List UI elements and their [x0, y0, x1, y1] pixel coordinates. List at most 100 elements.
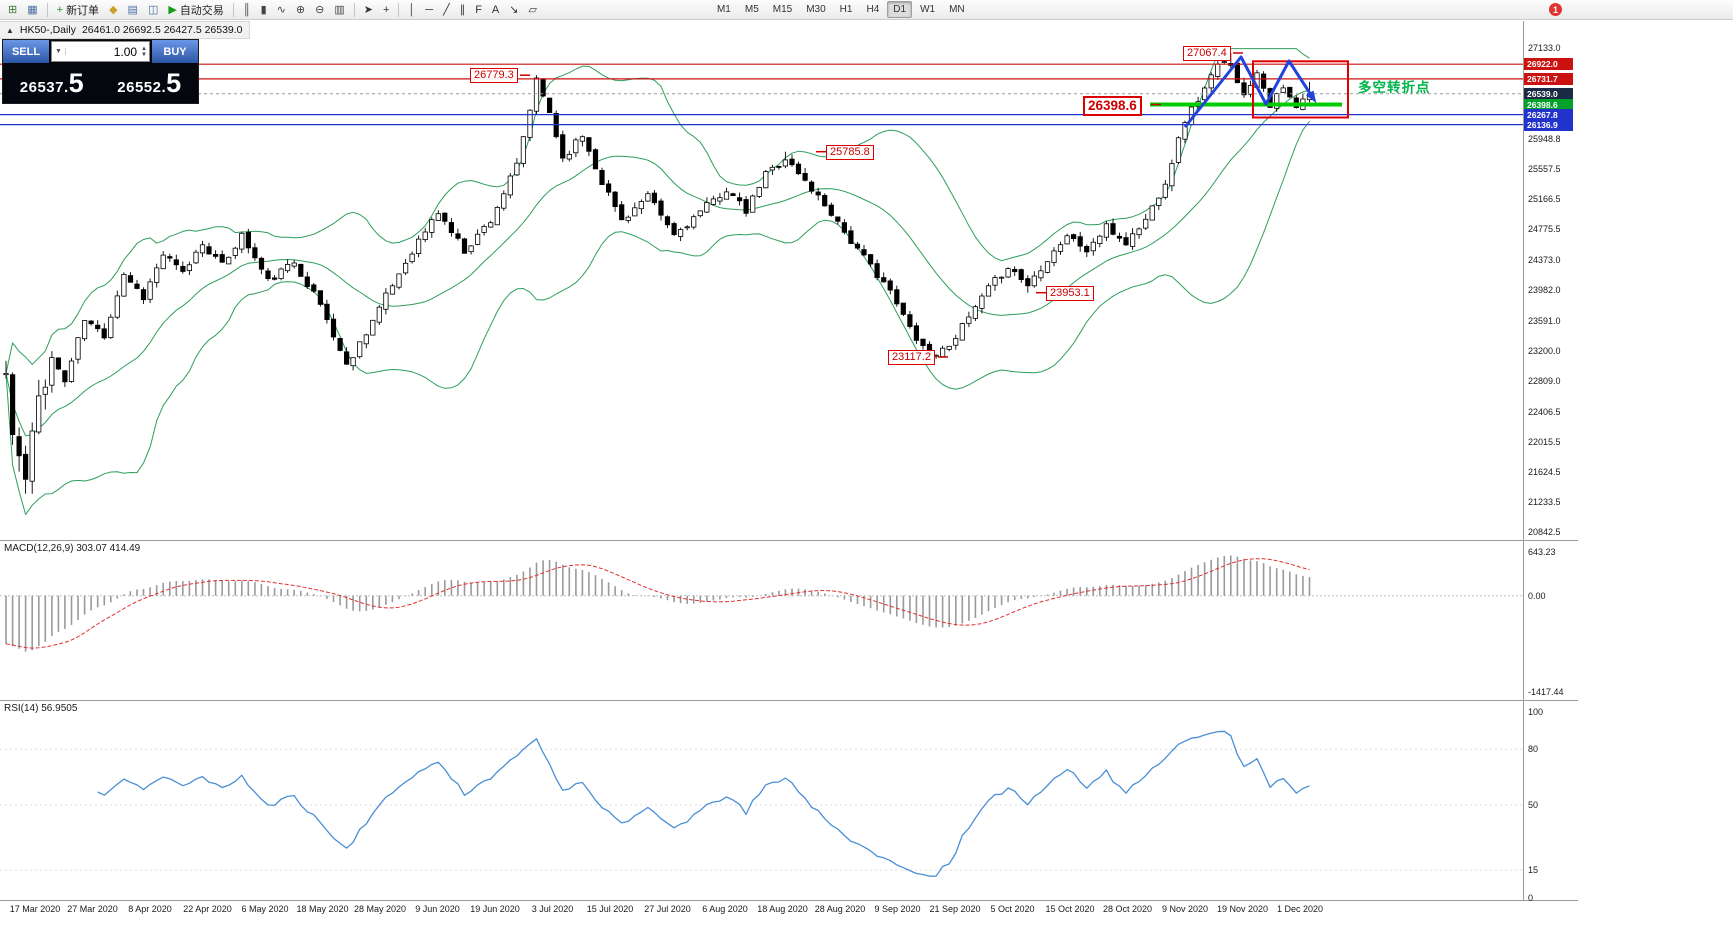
price-callout[interactable]: 25785.8 [826, 144, 874, 160]
date-axis-label[interactable]: 3 Jul 2020 [531, 904, 574, 914]
price-callout[interactable]: 27067.4 [1183, 46, 1231, 62]
date-axis-label[interactable]: 27 Jul 2020 [644, 904, 691, 914]
date-axis-label[interactable]: 9 Sep 2020 [874, 904, 921, 914]
candlestick-chart-icon[interactable]: ▮ [257, 0, 271, 19]
new-order-button-label: 新订单 [66, 4, 100, 17]
cursor-icon-glyph: ➤ [363, 4, 373, 16]
date-axis-label[interactable]: 18 May 2020 [296, 904, 349, 914]
toolbar-separator [398, 2, 400, 17]
market-watch-icon[interactable]: ▤ [124, 0, 142, 19]
timeframe-m5[interactable]: M5 [744, 4, 759, 15]
vertical-line-icon[interactable]: │ [404, 0, 419, 19]
text-icon[interactable]: A [488, 0, 503, 19]
rsi-axis-label: 80 [1528, 744, 1539, 755]
date-axis-label[interactable]: 28 Oct 2020 [1102, 904, 1153, 914]
chart-ohlc-strip: ▲ HK50-,Daily 26461.0 26692.5 26427.5 26… [0, 21, 250, 39]
timeframe-h4[interactable]: H4 [866, 4, 880, 15]
timeframe-d1[interactable]: D1 [887, 1, 913, 18]
fibonacci-icon-glyph: F [475, 3, 482, 16]
rsi-value: 56.9505 [41, 703, 78, 714]
tile-windows-icon-glyph: ▥ [334, 4, 345, 16]
timeframe-mn[interactable]: MN [949, 4, 965, 15]
tile-windows-icon[interactable]: ▥ [330, 0, 348, 19]
channel-icon[interactable]: ∥ [456, 0, 470, 19]
timeframe-m15[interactable]: M15 [772, 4, 793, 15]
new-order-button[interactable]: + 新订单 [53, 0, 103, 19]
vertical-line-icon-glyph: │ [408, 3, 416, 16]
buy-price-big-digit: 5 [166, 68, 182, 98]
price-callout[interactable]: 23953.1 [1046, 285, 1094, 301]
timeframe-m1[interactable]: M1 [716, 4, 731, 15]
one-click-trading-panel: SELL ▼ ▲▼ BUY 26537.5 26552.5 [2, 39, 199, 104]
price-axis-label: 27133.0 [1528, 43, 1561, 53]
sell-price-main: 26537. [19, 79, 69, 96]
date-axis-label[interactable]: 15 Jul 2020 [586, 904, 634, 914]
date-axis-label[interactable]: 15 Oct 2020 [1045, 904, 1095, 914]
date-axis-label[interactable]: 27 Mar 2020 [67, 904, 118, 914]
buy-price-main: 26552. [117, 79, 167, 96]
new-chart-icon[interactable]: ⊞ [4, 0, 21, 19]
date-axis-label[interactable]: 6 Aug 2020 [702, 904, 748, 914]
line-chart-icon[interactable]: ∿ [273, 0, 290, 19]
bar-chart-icon[interactable]: ║ [239, 0, 255, 19]
shapes-icon[interactable]: ▱ [524, 0, 540, 19]
volume-input[interactable] [65, 44, 140, 59]
date-axis-label[interactable]: 28 May 2020 [353, 904, 407, 914]
price-callout[interactable]: 26779.3 [470, 68, 518, 84]
date-axis-label[interactable]: 8 Apr 2020 [128, 904, 172, 914]
rsi-axis-label: 100 [1528, 707, 1544, 717]
buy-button[interactable]: BUY [152, 40, 198, 63]
price-callout[interactable]: 26398.6 [1083, 95, 1142, 116]
timeframe-m30[interactable]: M30 [806, 4, 826, 15]
buy-price[interactable]: 26552. 5 [101, 68, 199, 98]
horizontal-line-icon[interactable]: ─ [421, 0, 437, 19]
rsi-axis-label: 50 [1528, 800, 1539, 810]
price-callout[interactable]: 23117.2 [888, 349, 935, 365]
price-axis-label: 22015.5 [1528, 436, 1561, 447]
auto-trading-button-glyph: ▶ [168, 4, 177, 16]
crosshair-icon[interactable]: + [379, 0, 393, 19]
trendline-icon[interactable]: ╱ [439, 0, 454, 19]
toolbar-separator [46, 2, 48, 17]
cursor-icon[interactable]: ➤ [360, 0, 377, 19]
price-axis-label: 21233.5 [1528, 496, 1561, 507]
date-axis-label[interactable]: 28 Aug 2020 [814, 904, 866, 914]
timeframe-h1[interactable]: H1 [839, 4, 853, 15]
date-axis-label[interactable]: 19 Nov 2020 [1216, 904, 1269, 914]
date-axis-label[interactable]: 22 Apr 2020 [183, 904, 232, 914]
market-watch-icon-glyph: ▤ [127, 4, 138, 16]
timeframe-w1[interactable]: W1 [920, 4, 936, 15]
notification-badge[interactable]: 1 [1549, 3, 1562, 16]
zoom-out-icon-glyph: ⊖ [315, 4, 325, 16]
volume-dropdown-icon[interactable]: ▼ [52, 48, 66, 55]
fibonacci-icon[interactable]: F [471, 0, 486, 19]
date-axis-label[interactable]: 19 Jun 2020 [470, 904, 520, 914]
date-axis-label[interactable]: 9 Nov 2020 [1161, 904, 1209, 914]
navigator-icon[interactable]: ◫ [144, 0, 162, 19]
date-axis-label[interactable]: 18 Aug 2020 [757, 904, 808, 914]
arrows-icon[interactable]: ↘ [505, 0, 522, 19]
indicators-icon[interactable]: ◆ [105, 0, 121, 19]
date-axis-label[interactable]: 1 Dec 2020 [1276, 904, 1324, 914]
chart-profiles-icon[interactable]: ▦ [23, 0, 41, 19]
volume-spinner[interactable]: ▲ ▼ [139, 46, 149, 58]
date-axis-label[interactable]: 6 May 2020 [241, 904, 289, 914]
zoom-in-icon[interactable]: ⊕ [292, 0, 309, 19]
sell-button[interactable]: SELL [3, 40, 49, 63]
date-axis-label[interactable]: 5 Oct 2020 [990, 904, 1035, 914]
bar-chart-icon-glyph: ║ [242, 3, 251, 16]
collapse-icon[interactable]: ▲ [6, 25, 14, 35]
navigator-icon-glyph: ◫ [147, 4, 159, 16]
price-axis-label: 25557.5 [1528, 164, 1561, 175]
sell-price[interactable]: 26537. 5 [3, 68, 101, 98]
date-axis-label[interactable]: 21 Sep 2020 [929, 904, 981, 914]
spin-up-icon[interactable]: ▲ [141, 45, 147, 52]
date-axis-label[interactable]: 9 Jun 2020 [415, 904, 460, 914]
price-axis-label: 22809.0 [1528, 375, 1561, 386]
candlestick-chart-icon-glyph: ▮ [260, 4, 267, 16]
date-axis-label[interactable]: 17 Mar 2020 [9, 904, 61, 914]
auto-trading-button[interactable]: ▶ 自动交易 [164, 0, 227, 19]
spin-down-icon[interactable]: ▼ [141, 51, 147, 58]
zoom-out-icon[interactable]: ⊖ [311, 0, 328, 19]
